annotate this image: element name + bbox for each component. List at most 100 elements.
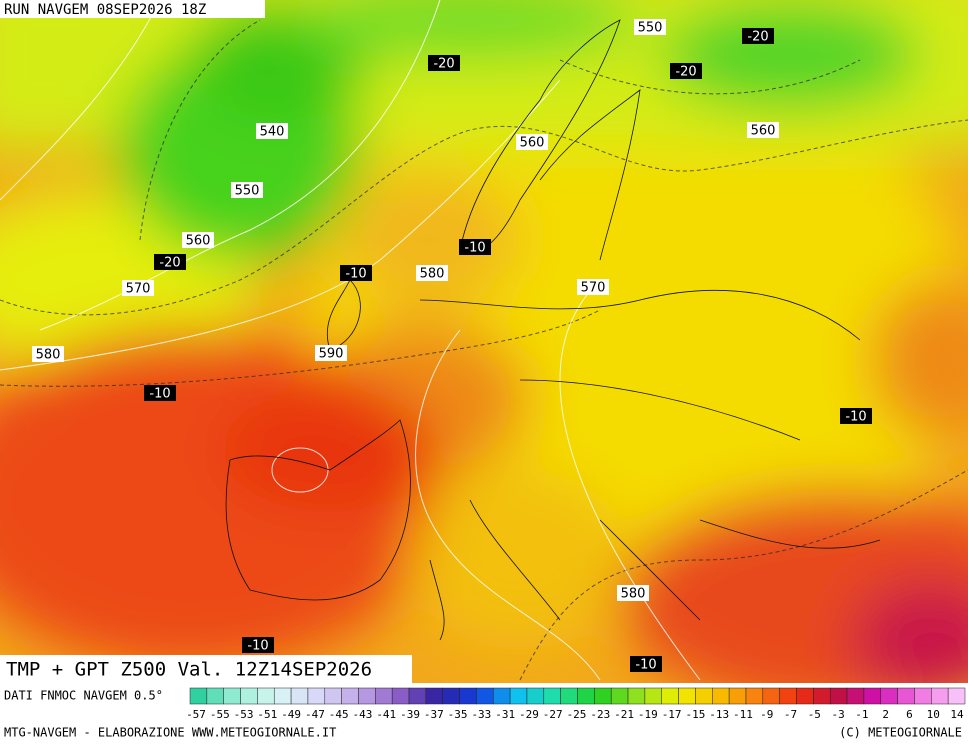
scale-label: -15 xyxy=(685,708,705,721)
temperature-label-box xyxy=(428,55,460,71)
credit: MTG-NAVGEM - ELABORAZIONE WWW.METEOGIORN… xyxy=(4,726,336,740)
height-label: 540 xyxy=(260,125,285,140)
scale-swatch xyxy=(914,687,932,705)
scale-swatch xyxy=(627,687,646,705)
scale-swatch xyxy=(257,687,275,705)
height-label-box xyxy=(634,19,666,35)
scale-swatch xyxy=(931,687,949,705)
scale-label: -43 xyxy=(353,708,373,721)
scale-label: -21 xyxy=(614,708,634,721)
height-label: 580 xyxy=(36,348,61,363)
scale-swatch xyxy=(695,687,713,705)
scale-label: -35 xyxy=(448,708,468,721)
map xyxy=(0,0,968,683)
scale-label: -9 xyxy=(760,708,773,721)
scale-label: -47 xyxy=(305,708,325,721)
height-label-box xyxy=(617,585,649,601)
temperature-label: -10 xyxy=(149,387,170,402)
scale-label: 2 xyxy=(882,708,889,721)
scale-label: -45 xyxy=(329,708,349,721)
height-label: 570 xyxy=(581,281,606,296)
scale-swatch xyxy=(644,687,662,705)
scale-label: -29 xyxy=(519,708,539,721)
height-label: 560 xyxy=(186,234,211,249)
product-box xyxy=(0,655,412,683)
height-label: 580 xyxy=(621,587,646,602)
temperature-label-box xyxy=(840,408,872,424)
height-label: 570 xyxy=(126,282,151,297)
height-label: 550 xyxy=(638,21,663,36)
scale-swatch xyxy=(290,687,309,705)
scale-swatch xyxy=(762,687,780,705)
scale-swatch xyxy=(493,687,511,705)
scale-swatch xyxy=(341,687,359,705)
scale-swatch xyxy=(459,687,477,705)
scale-label: -53 xyxy=(234,708,254,721)
scale-swatch xyxy=(324,687,342,705)
scale-label: -7 xyxy=(784,708,797,721)
height-label: 590 xyxy=(319,347,344,362)
scale-swatch xyxy=(526,687,545,705)
temperature-label: -10 xyxy=(635,658,656,673)
scale-label: -13 xyxy=(709,708,729,721)
scale-swatch xyxy=(813,687,831,705)
height-label-box xyxy=(416,265,448,281)
scale-label: 14 xyxy=(950,708,964,721)
scale-swatch xyxy=(846,687,865,705)
scale-label: -25 xyxy=(567,708,587,721)
scale-swatch xyxy=(779,687,797,705)
height-label-box xyxy=(231,182,263,198)
height-label: 580 xyxy=(420,267,445,282)
temperature-label: -20 xyxy=(433,57,454,72)
scale-label: -3 xyxy=(831,708,844,721)
temperature-label: -10 xyxy=(464,241,485,256)
temperature-label-box xyxy=(154,254,186,270)
scale-label: -11 xyxy=(733,708,753,721)
scale-label: -1 xyxy=(855,708,868,721)
scale-swatch xyxy=(223,687,241,705)
scale-swatch xyxy=(442,687,460,705)
scale-swatch xyxy=(391,687,410,705)
scale-label: -31 xyxy=(495,708,515,721)
scale-swatch xyxy=(796,687,814,705)
temperature-label: -10 xyxy=(845,410,866,425)
scale-swatch xyxy=(206,687,224,705)
scale-swatch xyxy=(880,687,898,705)
height-label: 560 xyxy=(520,136,545,151)
scale-label: -5 xyxy=(808,708,821,721)
scale-swatch xyxy=(273,687,292,705)
scale-swatch xyxy=(712,687,730,705)
scale-swatch xyxy=(375,687,393,705)
temperature-label-box xyxy=(630,656,662,672)
scale-label: 6 xyxy=(906,708,913,721)
scale-swatch xyxy=(863,687,882,705)
scale-label: -39 xyxy=(400,708,420,721)
copyright: (C) METEOGIORNALE xyxy=(839,726,962,740)
scale-swatch xyxy=(897,687,915,705)
scale-label: -23 xyxy=(590,708,610,721)
scale-label: -51 xyxy=(257,708,277,721)
height-label-box xyxy=(577,279,609,295)
temperature-label-box xyxy=(742,28,774,44)
scale-swatch xyxy=(661,687,679,705)
scale-swatch xyxy=(560,687,578,705)
scale-label: -55 xyxy=(210,708,230,721)
scale-swatch xyxy=(307,687,326,705)
scale-label: -41 xyxy=(376,708,396,721)
temperature-label-box xyxy=(670,63,702,79)
scale-swatch xyxy=(947,687,966,705)
height-label-box xyxy=(747,122,779,138)
scale-swatch xyxy=(189,687,208,705)
scale-swatch xyxy=(678,687,696,705)
height-label: 550 xyxy=(235,184,260,199)
coastlines xyxy=(225,19,881,641)
temperature-label: -20 xyxy=(747,30,768,45)
contour-labels: 550 540 560 560 550 560 580 570 570 580 590 580 -20 -… xyxy=(32,19,872,673)
temperature-label: -10 xyxy=(345,267,366,282)
scale-swatch xyxy=(425,687,443,705)
scale-label: -33 xyxy=(471,708,491,721)
scale-swatch xyxy=(509,687,528,705)
height-label-box xyxy=(315,345,347,361)
height-label-box xyxy=(182,232,214,248)
